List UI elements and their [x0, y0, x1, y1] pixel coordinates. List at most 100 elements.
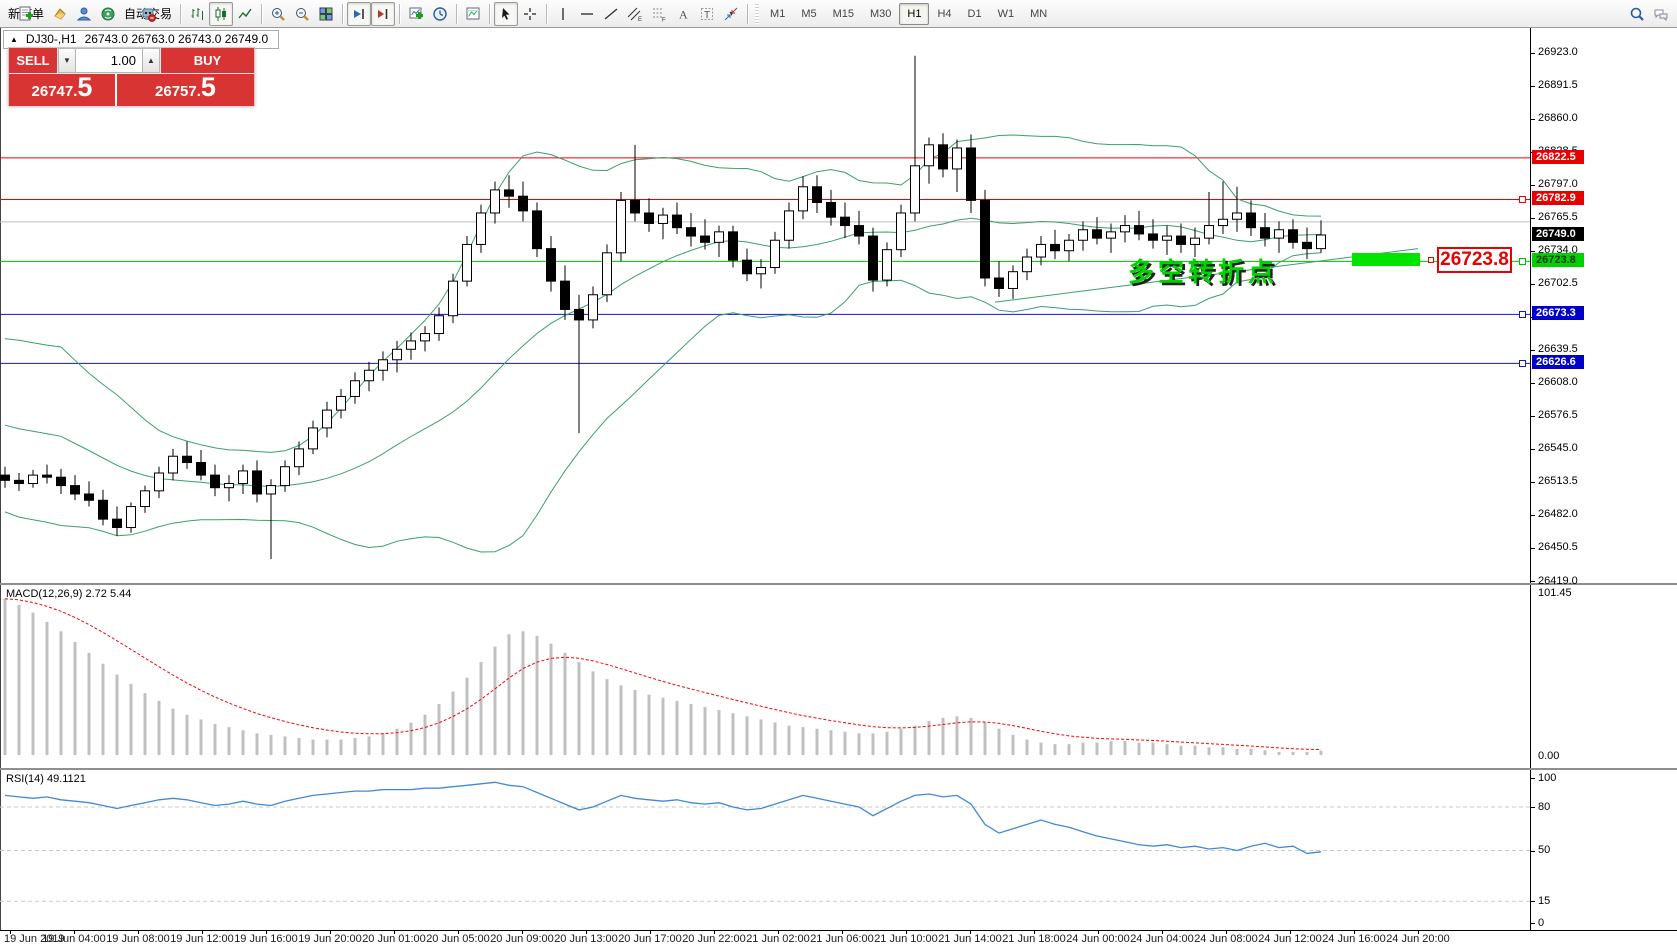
- channel-button[interactable]: E: [623, 2, 647, 26]
- price-badge: 26723.8: [1532, 253, 1584, 268]
- time-tick: [330, 930, 331, 934]
- time-axis-label: 19 Jun 08:00: [106, 933, 170, 945]
- crosshair-button[interactable]: [518, 2, 542, 26]
- trendline-button[interactable]: [599, 2, 623, 26]
- zoom-in-button[interactable]: [266, 2, 290, 26]
- shapes-button[interactable]: ▾: [719, 2, 743, 26]
- time-axis-label: 21 Jun 18:00: [1002, 933, 1066, 945]
- periods-button[interactable]: ▾: [428, 2, 452, 26]
- text-button[interactable]: A: [671, 2, 695, 26]
- price-tick-label: 26608.0: [1538, 376, 1578, 389]
- macd-panel[interactable]: [0, 585, 1530, 768]
- time-tick: [586, 930, 587, 934]
- chart-shift-button[interactable]: [371, 1, 396, 26]
- price-tick-label: 26797.0: [1538, 178, 1578, 191]
- fibonacci-button[interactable]: F: [647, 2, 671, 26]
- text-label-button[interactable]: T: [695, 2, 719, 26]
- macd-axis-max: 101.45: [1538, 587, 1572, 599]
- time-tick: [1354, 930, 1355, 934]
- macd-rsi-divider[interactable]: [0, 768, 1677, 770]
- auto-scroll-button[interactable]: [347, 1, 372, 26]
- rsi-panel[interactable]: [0, 770, 1530, 930]
- price-tick: [1530, 415, 1535, 417]
- toolbar-separator: [399, 3, 401, 24]
- price-tick: [1530, 581, 1535, 582]
- search-button[interactable]: [1625, 2, 1649, 26]
- main-macd-divider[interactable]: [0, 583, 1677, 585]
- timeframe-w1-button[interactable]: W1: [997, 7, 1015, 20]
- time-tick: [906, 930, 907, 934]
- rsi-axis-label: 50: [1538, 844, 1551, 856]
- indicators-button[interactable]: ▾: [404, 2, 428, 26]
- tile-windows-button[interactable]: [314, 2, 338, 26]
- candlestick-button[interactable]: [209, 1, 234, 26]
- trendline-icon: [604, 7, 618, 20]
- time-axis-label: 21 Jun 02:00: [746, 933, 810, 945]
- price-tick: [1530, 250, 1535, 252]
- templates-button[interactable]: ▾: [461, 2, 485, 26]
- price-tick-label: 26860.0: [1538, 112, 1578, 125]
- line-chart-button[interactable]: [233, 2, 257, 26]
- candlestick-icon: [215, 6, 227, 21]
- one-click-trade-panel: SELL ▼ 1.00 ▲ BUY 26747. 5 26757. 5: [8, 47, 255, 106]
- buy-button[interactable]: BUY: [160, 48, 254, 73]
- price-tick: [1530, 382, 1535, 384]
- main-chart[interactable]: [0, 28, 1530, 583]
- time-axis-label: 24 Jun 20:00: [1386, 933, 1450, 945]
- rsi-axis-label: 100: [1538, 771, 1557, 784]
- timeframe-m1-button[interactable]: M1: [770, 7, 786, 20]
- time-tick: [714, 930, 715, 934]
- tile-windows-icon: [319, 7, 333, 20]
- volume-decrease-button[interactable]: ▼: [58, 48, 76, 73]
- timeframe-m30-button[interactable]: M30: [870, 7, 892, 20]
- cursor-button[interactable]: [494, 1, 519, 26]
- news-button[interactable]: [96, 2, 120, 26]
- autotrading-button[interactable]: 自动交易: [120, 2, 176, 26]
- collapse-arrow-icon[interactable]: ▲: [10, 34, 18, 44]
- price-callout-label[interactable]: 26723.8: [1437, 247, 1512, 273]
- time-tick: [202, 930, 203, 934]
- timeframe-mn-button[interactable]: MN: [1030, 7, 1048, 20]
- timeframe-m15-button[interactable]: M15: [832, 7, 854, 20]
- profile-button[interactable]: [72, 2, 96, 26]
- vertical-line-button[interactable]: [551, 2, 575, 26]
- price-tick-label: 26639.5: [1538, 343, 1578, 356]
- zoom-out-button[interactable]: [290, 2, 314, 26]
- horizontal-line-button[interactable]: [575, 2, 599, 26]
- macd-axis-min: 0.00: [1538, 750, 1560, 762]
- timeframe-h4-button[interactable]: H4: [937, 7, 952, 20]
- rsi-tick: [1530, 778, 1535, 779]
- time-axis-label: 19 Jun 20:00: [298, 933, 362, 945]
- zoom-in-icon: [272, 7, 285, 21]
- bar-chart-icon: [191, 7, 204, 20]
- time-axis-label: 24 Jun 16:00: [1322, 933, 1386, 945]
- crosshair-icon: [524, 7, 537, 20]
- timeframe-h1-button[interactable]: H1: [899, 2, 930, 25]
- bar-chart-button[interactable]: [185, 2, 209, 26]
- price-tick: [1530, 217, 1535, 219]
- dropdown-arrow-icon: ▾: [729, 9, 734, 18]
- price-tick: [1530, 118, 1535, 120]
- timeframe-d1-button[interactable]: D1: [967, 7, 982, 20]
- volume-input[interactable]: 1.00: [76, 48, 142, 73]
- sell-button[interactable]: SELL: [9, 48, 58, 73]
- time-axis-label: 21 Jun 10:00: [874, 933, 938, 945]
- timeframe-m5-button[interactable]: M5: [801, 7, 817, 20]
- toolbar-grip[interactable]: [755, 3, 760, 24]
- annotation-text[interactable]: 多空转折点: [1128, 257, 1279, 287]
- new-order-button[interactable]: 新订单: [4, 2, 48, 26]
- chat-button[interactable]: [1649, 2, 1673, 26]
- zoom-out-icon: [296, 7, 309, 21]
- time-axis-label: 20 Jun 22:00: [682, 933, 746, 945]
- volume-increase-button[interactable]: ▲: [142, 48, 160, 73]
- time-tick: [266, 930, 267, 934]
- metaeditor-button[interactable]: [48, 2, 72, 26]
- auto-scroll-icon: [354, 8, 364, 19]
- highlight-rectangle-object[interactable]: [1352, 253, 1420, 266]
- price-tick: [1530, 448, 1535, 450]
- buy-price[interactable]: 26757. 5: [117, 74, 254, 106]
- price-tick: [1530, 52, 1535, 54]
- periods-icon: [433, 6, 447, 21]
- sell-price[interactable]: 26747. 5: [9, 74, 117, 106]
